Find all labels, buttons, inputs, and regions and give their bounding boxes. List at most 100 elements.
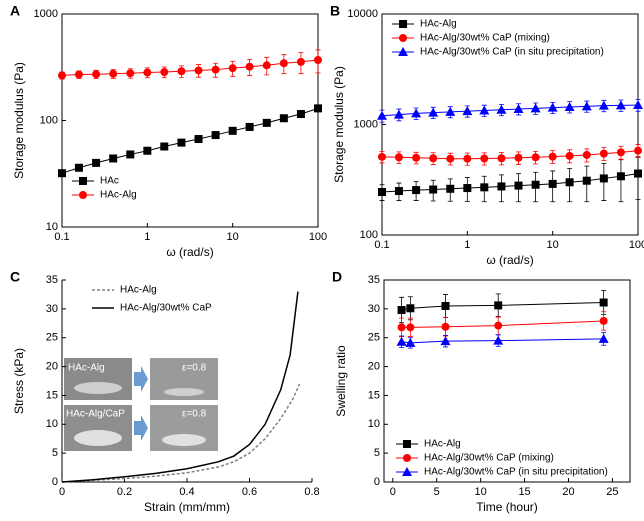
marker <box>109 154 118 163</box>
y-tick-label: 35 <box>368 274 380 286</box>
marker <box>514 181 523 190</box>
inset-label: ε=0.8 <box>182 409 207 420</box>
y-axis-label: Storage modulus (Pa) <box>12 62 26 179</box>
y-tick-label: 25 <box>368 332 380 344</box>
y-tick-label: 25 <box>46 332 58 344</box>
marker <box>531 180 540 189</box>
y-tick-label: 1000 <box>354 118 378 130</box>
marker <box>177 67 186 76</box>
marker <box>279 59 288 68</box>
marker <box>314 104 322 113</box>
arrow <box>134 366 148 392</box>
marker <box>547 102 558 112</box>
marker <box>126 150 135 159</box>
legend-marker <box>403 454 411 462</box>
marker <box>378 187 386 196</box>
marker <box>616 148 625 157</box>
marker <box>412 186 421 195</box>
y-tick-label: 35 <box>46 274 58 286</box>
marker <box>177 138 186 147</box>
legend-label: HAc-Alg/30wt% CaP (in situ precipitation… <box>420 47 604 58</box>
marker <box>480 154 489 163</box>
marker <box>194 135 203 144</box>
x-tick-label: 25 <box>606 486 618 498</box>
marker <box>598 100 609 110</box>
marker <box>446 184 455 193</box>
legend-marker <box>79 177 87 185</box>
marker <box>598 333 609 343</box>
marker <box>245 62 254 71</box>
error-bar <box>635 156 641 200</box>
legend-marker <box>399 34 407 42</box>
y-tick-label: 5 <box>52 447 58 459</box>
y-tick-label: 100 <box>40 114 58 126</box>
x-tick-label: 10 <box>227 231 239 243</box>
marker <box>429 185 438 194</box>
y-tick-label: 15 <box>46 389 58 401</box>
panel-label: A <box>10 3 20 19</box>
x-tick-label: 0.6 <box>242 486 257 498</box>
marker <box>279 114 288 123</box>
y-tick-label: 1000 <box>34 8 58 20</box>
legend-marker <box>398 47 408 56</box>
legend-label: HAc <box>100 176 119 187</box>
marker <box>599 149 608 158</box>
marker <box>446 154 455 163</box>
marker <box>58 169 66 178</box>
series-line <box>401 320 604 328</box>
marker <box>599 174 608 183</box>
marker <box>109 69 118 78</box>
marker <box>143 68 152 77</box>
marker <box>599 298 608 307</box>
marker <box>92 158 101 167</box>
marker <box>497 182 506 191</box>
panel-label: C <box>10 269 20 285</box>
series-line <box>61 291 299 483</box>
marker <box>497 154 506 163</box>
x-axis-label: ω (rad/s) <box>166 245 213 259</box>
panel-label: D <box>332 269 342 285</box>
marker <box>565 178 574 187</box>
marker <box>228 126 237 135</box>
marker <box>262 118 271 127</box>
y-tick-label: 30 <box>46 303 58 315</box>
marker <box>616 172 625 181</box>
sample <box>164 388 204 396</box>
marker <box>463 154 472 163</box>
x-tick-label: 0.1 <box>374 239 389 251</box>
sample <box>74 382 122 394</box>
marker <box>581 101 592 111</box>
x-tick-label: 5 <box>434 486 440 498</box>
x-tick-label: 0 <box>59 486 65 498</box>
legend-label: HAc-Alg/30wt% CaP (in situ precipitation… <box>424 467 608 478</box>
marker <box>262 61 271 70</box>
marker <box>480 183 489 192</box>
x-tick-label: 0.4 <box>179 486 194 498</box>
marker <box>441 322 450 331</box>
legend-marker <box>403 440 411 448</box>
legend-label: HAc-Alg/30wt% CaP <box>120 303 212 314</box>
x-tick-label: 1 <box>464 239 470 251</box>
series-line <box>401 338 604 344</box>
y-axis-label: Swelling ratio <box>334 345 348 417</box>
y-axis-label: Stress (kPa) <box>12 348 26 414</box>
legend-label: HAc-Alg <box>120 285 157 296</box>
x-tick-label: 0 <box>390 486 396 498</box>
marker <box>548 152 557 161</box>
marker <box>441 301 450 310</box>
series-line <box>381 104 639 117</box>
marker <box>58 71 66 80</box>
x-tick-label: 1 <box>144 231 150 243</box>
marker <box>245 122 254 131</box>
marker <box>411 108 422 118</box>
x-tick-label: 20 <box>562 486 574 498</box>
series-line <box>61 383 301 483</box>
series-line <box>61 59 319 76</box>
x-axis-label: Strain (mm/mm) <box>144 500 230 514</box>
marker <box>479 105 490 115</box>
legend-marker <box>399 20 407 28</box>
marker <box>564 102 575 112</box>
x-axis-label: Time (hour) <box>476 500 538 514</box>
marker <box>445 106 456 116</box>
marker <box>494 301 503 310</box>
